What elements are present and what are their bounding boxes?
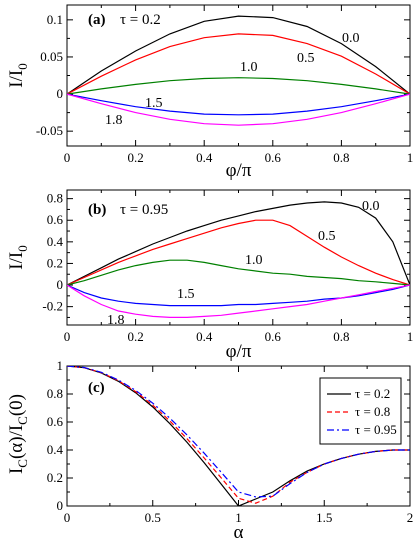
y-axis-label-main: I/I (6, 252, 27, 270)
y-axis-label-sub: C (15, 459, 30, 468)
x-tick-label: 0.2 (127, 150, 143, 165)
series-line (67, 33, 410, 95)
x-tick-label: 0.8 (333, 150, 349, 165)
y-tick-label: 0.2 (47, 470, 63, 485)
y-axis-label-main: I/I (6, 70, 27, 88)
series-line (67, 219, 410, 286)
x-axis-label: α (234, 522, 244, 543)
y-axis-label-sub: 0 (15, 63, 30, 70)
y-axis-label-sub: C (15, 416, 30, 425)
panel-c: 0 0.5 1 1.5 200.20.40.60.81(c)αIC(α)/IC(0)τ … (6, 358, 413, 543)
x-axis-label: φ/π (226, 160, 252, 181)
y-axis-label-main: I (6, 468, 27, 474)
x-tick-label: 1 (407, 150, 414, 165)
x-tick-label: 1 (235, 510, 242, 525)
y-tick-label: 0.2 (47, 255, 63, 270)
legend-label: τ = 0.2 (355, 386, 390, 401)
y-tick-label: -0.2 (42, 299, 63, 314)
series-line (67, 366, 410, 504)
x-tick-label: 1.5 (316, 510, 332, 525)
series-label: 1.5 (145, 96, 163, 111)
x-axis-label: φ/π (226, 341, 252, 362)
series-label: 0.5 (318, 229, 336, 244)
y-axis-label-end: (0) (6, 394, 27, 416)
y-tick-label: 0.4 (47, 234, 64, 249)
tau-label: τ = 0.95 (120, 202, 168, 218)
series-line (67, 201, 410, 286)
series-label: 1.5 (177, 287, 195, 302)
y-tick-label: 0.1 (47, 12, 63, 27)
y-tick-label: 0.8 (47, 386, 63, 401)
y-tick-label: 0.6 (47, 212, 64, 227)
y-tick-label: 1 (57, 358, 64, 373)
x-tick-label: 0.8 (333, 329, 349, 344)
x-tick-label: 0.6 (265, 150, 282, 165)
x-tick-label: 2 (407, 510, 414, 525)
legend: τ = 0.2 τ = 0.8 τ = 0.95 (319, 377, 402, 445)
x-tick-label: 0.2 (127, 329, 143, 344)
series-line (67, 77, 410, 95)
series-label: 0.0 (362, 199, 380, 214)
x-tick-label: 0.5 (145, 510, 161, 525)
legend-label: τ = 0.95 (355, 422, 397, 437)
panel-a: 0 0.2 0.4 0.6 0.8 1-0.0500.050.10.00.51.01.51… (6, 4, 414, 181)
y-axis-label-sub: 0 (15, 245, 30, 252)
x-tick-label: 0 (64, 510, 71, 525)
series-line (67, 15, 410, 95)
series-line (67, 284, 410, 318)
tau-label: τ = 0.2 (120, 12, 161, 28)
series-line (67, 93, 410, 126)
x-tick-label: 0 (64, 329, 71, 344)
x-tick-label: 0.4 (196, 329, 213, 344)
legend-box (319, 377, 402, 445)
y-axis-label: IC(α)/IC(0) (6, 394, 30, 474)
panel-label: (a) (88, 12, 106, 28)
series-line (67, 366, 410, 506)
y-tick-label: 0.05 (40, 49, 63, 64)
y-tick-label: 0 (57, 277, 64, 292)
series-line (67, 93, 410, 116)
y-axis-label: I/I0 (6, 245, 30, 269)
series-label: 0.0 (342, 31, 360, 46)
y-tick-label: 0.8 (47, 191, 63, 206)
x-tick-label: 0.4 (196, 150, 213, 165)
y-tick-label: -0.05 (36, 123, 63, 138)
series-label: 0.5 (297, 51, 315, 66)
y-axis-label-mid: (α)/I (6, 425, 27, 459)
series-label: 1.8 (105, 113, 123, 128)
x-tick-label: 0.6 (265, 329, 282, 344)
series-line (67, 284, 410, 307)
legend-label: τ = 0.8 (355, 404, 390, 419)
y-tick-label: 0.4 (47, 442, 64, 457)
x-tick-label: 0 (64, 150, 71, 165)
y-tick-label: 0.6 (47, 414, 64, 429)
panel-label: (c) (88, 380, 105, 396)
y-tick-label: 0 (57, 498, 64, 513)
series-line (67, 259, 410, 286)
series-label: 1.0 (240, 60, 258, 75)
series-label: 1.0 (245, 253, 263, 268)
panel-b: 0 0.2 0.4 0.6 0.8 1-0.200.20.40.60.80.00.51.0… (6, 189, 414, 362)
y-tick-label: 0 (57, 86, 64, 101)
panel-label: (b) (88, 202, 106, 218)
x-tick-label: 1 (407, 329, 414, 344)
y-axis-label: I/I0 (6, 63, 30, 87)
series-line (67, 366, 410, 498)
series-label: 1.8 (107, 313, 125, 328)
